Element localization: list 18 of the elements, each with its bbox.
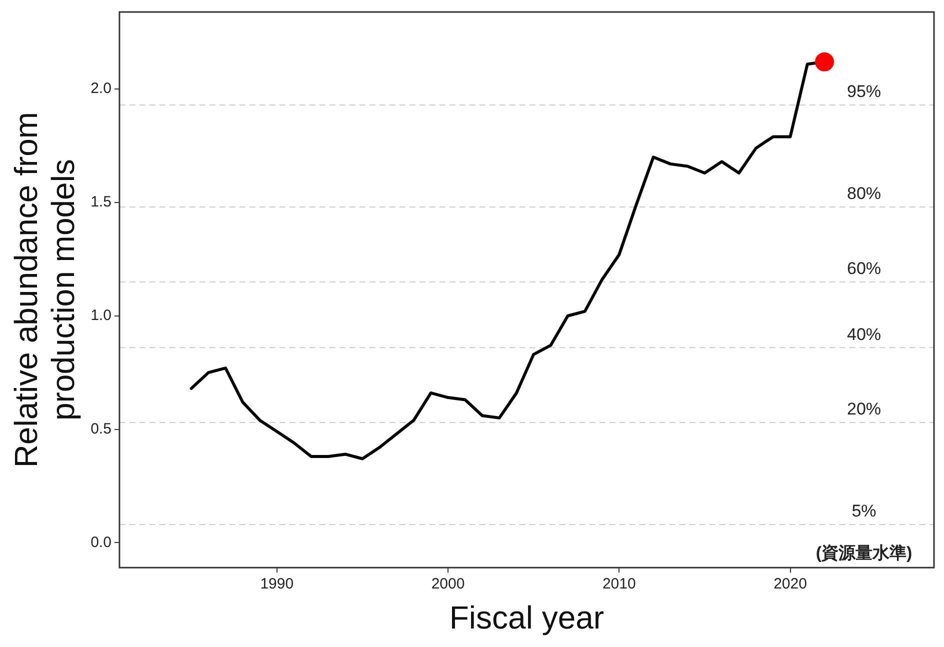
annotation: 60% — [846, 259, 882, 278]
annotation: 20% — [846, 400, 882, 419]
y-tick-label: 1.5 — [90, 194, 112, 211]
y-tick-label: 2.0 — [90, 80, 112, 98]
x-tick-label: 2020 — [774, 576, 807, 593]
y-tick-label: 0.5 — [90, 420, 112, 438]
x-tick-label: 1990 — [260, 576, 294, 593]
y-axis-title: Relative abundance from production models — [8, 112, 82, 468]
x-axis-title: Fiscal year — [449, 600, 604, 636]
annotation: (資源量水準) — [816, 543, 912, 562]
x-tick-label: 2000 — [431, 576, 465, 593]
y-tick-label: 1.0 — [90, 307, 112, 324]
x-tick-label: 2010 — [602, 576, 636, 593]
annotation: 80% — [846, 184, 882, 204]
annotation: 95% — [846, 82, 882, 102]
annotation: 40% — [846, 324, 882, 344]
y-tick-label: 0.0 — [90, 534, 112, 551]
annotation: 5% — [852, 502, 876, 521]
